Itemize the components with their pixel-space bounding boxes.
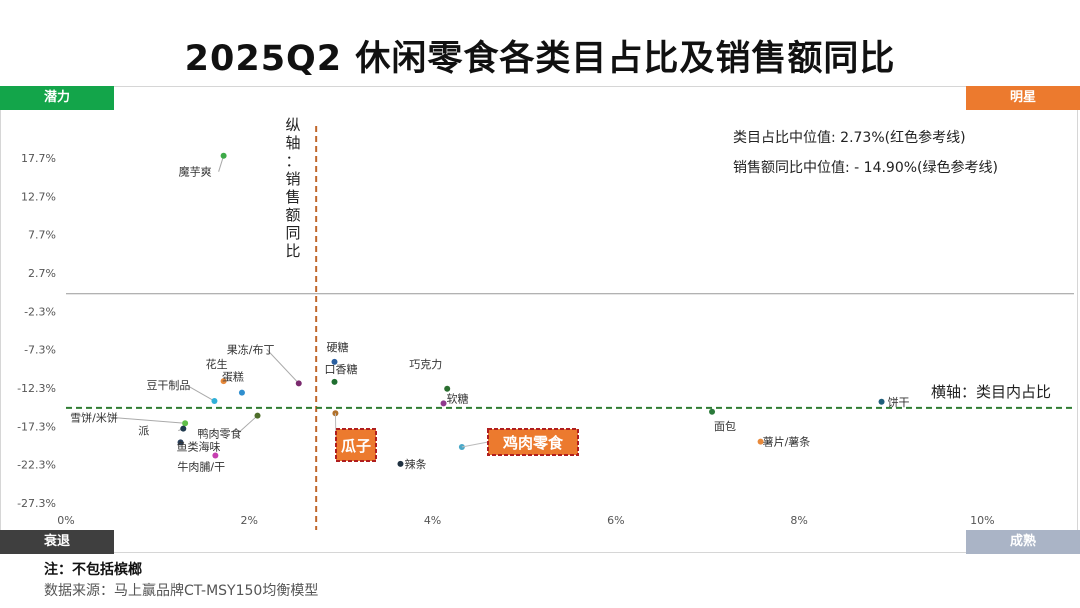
scatter-point bbox=[709, 408, 716, 415]
y-tick-label: -22.3% bbox=[17, 459, 56, 472]
point-label: 魔芋爽 bbox=[179, 165, 212, 179]
scatter-point bbox=[182, 420, 189, 427]
scatter-point bbox=[211, 398, 218, 405]
scatter-point bbox=[177, 439, 184, 446]
leader-line bbox=[237, 415, 258, 434]
y-tick-label: 17.7% bbox=[21, 152, 56, 165]
scatter-point bbox=[220, 152, 227, 159]
median-note-x: 类目占比中位值: 2.73%(红色参考线) bbox=[733, 129, 966, 146]
scatter-point bbox=[254, 412, 261, 419]
chart-frame bbox=[0, 86, 1078, 553]
chart-title: 2025Q2 休闲零食各类目占比及销售额同比 bbox=[184, 39, 896, 79]
y-tick-label: -7.3% bbox=[24, 344, 56, 357]
y-tick-label: -2.3% bbox=[24, 305, 56, 318]
scatter-point bbox=[331, 358, 338, 365]
scatter-point bbox=[220, 378, 227, 385]
data-source: 数据来源：马上赢品牌CT-MSY150均衡模型 bbox=[44, 583, 319, 599]
point-label: 口香糖 bbox=[324, 362, 357, 376]
y-tick-label: -17.3% bbox=[17, 420, 56, 433]
vertical-axis-label: 纵轴：销售额同比 bbox=[285, 116, 300, 260]
scatter-point bbox=[440, 400, 447, 407]
x-tick-label: 6% bbox=[607, 514, 624, 527]
point-label: 花生 bbox=[206, 357, 228, 371]
horizontal-axis-label: 横轴：类目内占比 bbox=[931, 383, 1051, 401]
callout-box bbox=[335, 428, 377, 462]
callout-box bbox=[487, 428, 579, 456]
point-label: 豆干制品 bbox=[146, 379, 190, 392]
callout-label: 鸡肉零食 bbox=[502, 434, 564, 452]
scatter-point bbox=[444, 385, 451, 392]
point-label: 面包 bbox=[714, 420, 736, 433]
point-label: 雪饼/米饼 bbox=[70, 410, 118, 424]
footnote: 注：不包括槟榔 bbox=[44, 562, 142, 578]
x-tick-label: 10% bbox=[970, 514, 994, 527]
point-label: 鸭肉零食 bbox=[198, 427, 242, 441]
x-tick-label: 0% bbox=[57, 514, 74, 527]
x-tick-label: 4% bbox=[424, 514, 441, 527]
point-label: 巧克力 bbox=[409, 358, 442, 371]
y-tick-label: 12.7% bbox=[21, 190, 56, 203]
point-label: 硬糖 bbox=[326, 340, 348, 354]
scatter-point bbox=[331, 378, 338, 385]
x-tick-label: 8% bbox=[790, 514, 807, 527]
point-label: 蛋糕 bbox=[222, 370, 244, 384]
point-label: 辣条 bbox=[404, 457, 426, 471]
scatter-point bbox=[295, 380, 302, 387]
scatter-point bbox=[212, 452, 219, 459]
y-tick-label: -12.3% bbox=[17, 382, 56, 395]
leader-line bbox=[266, 349, 300, 384]
scatter-point bbox=[757, 438, 764, 445]
y-tick-label: 2.7% bbox=[28, 267, 56, 280]
leader-line bbox=[110, 416, 186, 424]
callout-leader-line bbox=[461, 441, 489, 448]
quadrant-label-mature: 成熟 bbox=[966, 530, 1080, 554]
point-label: 牛肉脯/干 bbox=[177, 459, 225, 473]
callout-label: 瓜子 bbox=[341, 437, 371, 455]
point-label: 果冻/布丁 bbox=[227, 342, 275, 356]
scatter-point bbox=[397, 460, 404, 467]
y-tick-label: 7.7% bbox=[28, 229, 56, 242]
point-label: 饼干 bbox=[888, 395, 910, 409]
x-tick-label: 2% bbox=[241, 514, 258, 527]
y-tick-label: -27.3% bbox=[17, 497, 56, 510]
scatter-point bbox=[180, 425, 187, 432]
leader-line bbox=[186, 384, 215, 402]
point-label: 软糖 bbox=[447, 391, 469, 405]
quadrant-label-potential: 潜力 bbox=[0, 86, 114, 110]
quadrant-label-star: 明星 bbox=[966, 86, 1080, 110]
quadrant-label-decline: 衰退 bbox=[0, 530, 114, 554]
point-label: 派 bbox=[138, 425, 149, 438]
point-label: 鱼类海味 bbox=[177, 439, 221, 453]
scatter-point bbox=[238, 389, 245, 396]
point-label: 薯片/薯条 bbox=[763, 435, 811, 449]
scatter-point bbox=[878, 398, 885, 405]
median-note-y: 销售额同比中位值: - 14.90%(绿色参考线) bbox=[733, 159, 998, 176]
